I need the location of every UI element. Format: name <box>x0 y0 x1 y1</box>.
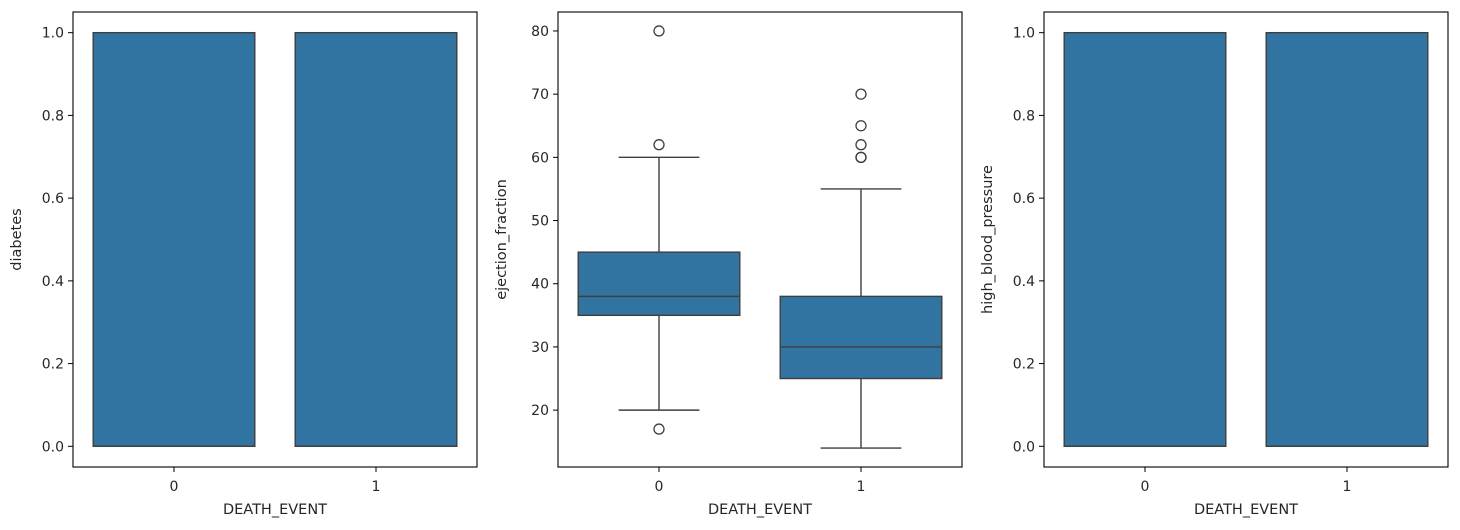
y-axis-label: ejection_fraction <box>494 179 510 300</box>
outlier-point <box>653 139 665 151</box>
y-tick-label: 40 <box>531 277 549 293</box>
y-tick-label: 0.8 <box>42 108 64 124</box>
x-tick-label: 0 <box>1141 479 1150 495</box>
x-tick-label: 1 <box>372 479 381 495</box>
y-tick-label: 50 <box>531 214 549 230</box>
y-tick-label: 70 <box>531 87 549 103</box>
box-group-0 <box>92 31 256 448</box>
y-tick-label: 0.8 <box>1013 108 1035 124</box>
y-tick-label: 0.2 <box>1013 357 1035 373</box>
y-tick-label: 0.4 <box>42 274 64 290</box>
y-tick-label: 1.0 <box>1013 26 1035 42</box>
outlier-point <box>653 423 665 435</box>
x-tick-label: 0 <box>170 479 179 495</box>
axes-frame <box>557 11 963 468</box>
x-tick-label: 0 <box>655 479 664 495</box>
y-tick-label: 0.6 <box>1013 191 1035 207</box>
outlier-point <box>855 120 867 132</box>
box-group-1 <box>294 31 458 448</box>
box-group-1 <box>779 88 943 449</box>
y-tick-label: 0.0 <box>1013 439 1035 455</box>
outlier-point <box>855 139 867 151</box>
subplot-3: 0.0 0.2 0.4 0.6 0.8 1.0 0 1 DEATH_EVENT high_bloo… <box>980 11 1449 518</box>
box-0 <box>577 251 741 317</box>
box-group-0 <box>577 25 741 435</box>
box-1 <box>1265 31 1429 448</box>
y-tick-label: 1.0 <box>42 26 64 42</box>
x-axis-label: DEATH_EVENT <box>708 502 812 518</box>
y-tick-label: 20 <box>531 403 549 419</box>
box-group-1 <box>1265 31 1429 448</box>
y-tick-label: 0.4 <box>1013 274 1035 290</box>
y-tick-label: 0.6 <box>42 191 64 207</box>
x-axis-label: DEATH_EVENT <box>1194 502 1298 518</box>
box-1 <box>779 295 943 380</box>
subplot-2: 20 30 40 50 60 70 80 0 1 DEATH_EVENT ejection_frac… <box>494 11 963 518</box>
axes-frame <box>1043 11 1449 468</box>
y-tick-label: 60 <box>531 150 549 166</box>
y-tick-label: 30 <box>531 340 549 356</box>
y-tick-label: 80 <box>531 24 549 40</box>
x-tick-label: 1 <box>857 479 866 495</box>
axes-frame <box>72 11 478 468</box>
box-0 <box>92 31 256 448</box>
outlier-point <box>855 88 867 100</box>
y-tick-label: 0.2 <box>42 357 64 373</box>
y-axis-label: diabetes <box>9 208 25 270</box>
outlier-point <box>653 25 665 37</box>
y-tick-label: 0.0 <box>42 439 64 455</box>
subplot-1: 0.0 0.2 0.4 0.6 0.8 1.0 0 1 DEATH_EVENT diabetes <box>9 11 478 518</box>
outlier-point <box>855 151 867 163</box>
box-1 <box>294 31 458 448</box>
x-tick-label: 1 <box>1343 479 1352 495</box>
box-0 <box>1063 31 1227 448</box>
x-axis-label: DEATH_EVENT <box>223 502 327 518</box>
box-group-0 <box>1063 31 1227 448</box>
y-axis-label: high_blood_pressure <box>980 165 996 314</box>
